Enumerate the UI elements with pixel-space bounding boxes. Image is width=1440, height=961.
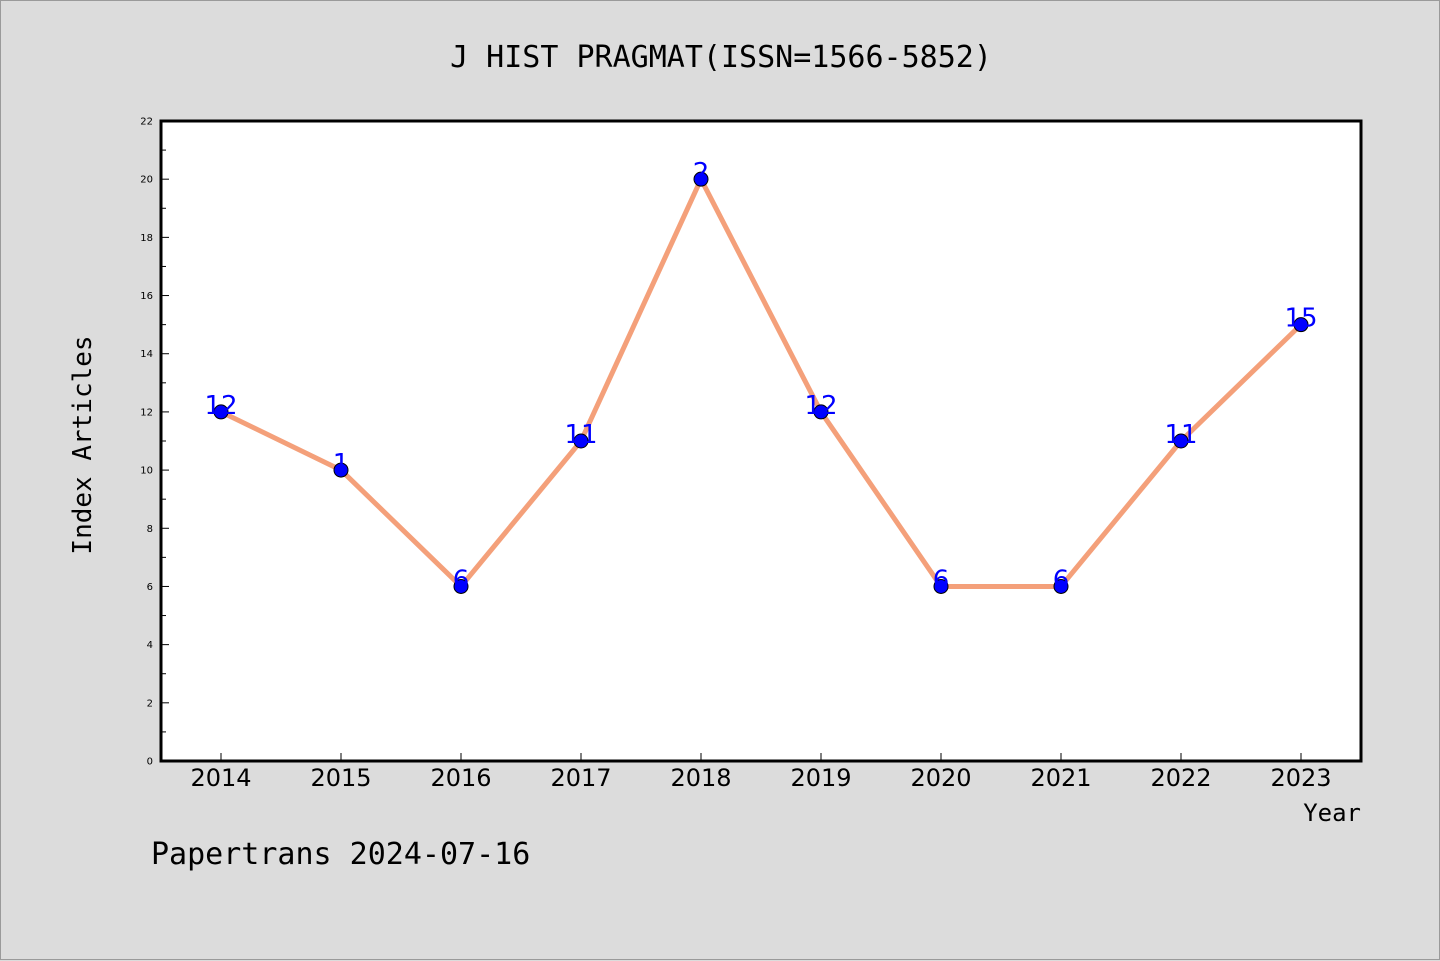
data-point: [1173, 433, 1189, 449]
data-label: 6: [933, 565, 950, 595]
footer-credit: Papertrans 2024-07-16: [151, 837, 530, 872]
x-tick-label: 2022: [1150, 764, 1211, 792]
series-line-group: [218, 176, 1304, 589]
y-tick-label: 6: [147, 582, 153, 593]
data-point: [813, 404, 829, 420]
y-tick-label: 12: [140, 407, 153, 418]
data-label: 12: [804, 391, 837, 421]
data-point: [573, 433, 589, 449]
x-tick-label: 2015: [310, 764, 371, 792]
y-tick-label: 18: [140, 233, 153, 244]
x-tick-label: 2016: [430, 764, 491, 792]
x-tick-label: 2020: [910, 764, 971, 792]
x-tick-label: 2019: [790, 764, 851, 792]
y-tick-label: 4: [147, 640, 153, 651]
data-point: [453, 578, 469, 594]
chart-title: J HIST PRAGMAT(ISSN=1566-5852): [450, 40, 992, 75]
x-tick-label: 2014: [190, 764, 251, 792]
y-axis-label: Index Articles: [68, 335, 98, 554]
y-axis: 0 2 4 6 8 10 12 14 16 18 20 22: [140, 117, 169, 768]
y-tick-label: 0: [147, 757, 153, 768]
data-point: [693, 171, 709, 187]
x-axis: 2014 2015 2016 2017 2018 2019 2020 2021 2022 2023: [190, 753, 1332, 792]
x-tick-label: 2021: [1030, 764, 1091, 792]
x-axis-label: Year: [1303, 799, 1361, 827]
data-label: 2: [693, 158, 710, 188]
data-label: 11: [564, 420, 597, 450]
data-point: [1053, 578, 1069, 594]
data-label: 6: [453, 565, 470, 595]
x-tick-label: 2017: [550, 764, 611, 792]
data-point: [213, 404, 229, 420]
y-tick-label: 14: [140, 349, 153, 360]
y-tick-label: 20: [140, 175, 153, 186]
y-tick-label: 16: [140, 291, 153, 302]
plot-area: [159, 119, 1363, 763]
markers-group: [213, 171, 1309, 594]
y-tick-label: 10: [140, 466, 153, 477]
data-point: [933, 578, 949, 594]
y-tick-label: 8: [147, 524, 153, 535]
x-tick-label: 2018: [670, 764, 731, 792]
y-tick-label: 22: [140, 117, 153, 128]
data-label: 15: [1284, 304, 1317, 334]
data-labels-group: 12 1 6 11 2 12 6 6 11 15: [204, 158, 1317, 595]
data-label: 11: [1164, 420, 1197, 450]
data-label: 6: [1053, 565, 1070, 595]
data-label: 1: [333, 449, 350, 479]
y-tick-label: 2: [147, 698, 153, 709]
data-point: [333, 462, 349, 478]
data-point: [1293, 317, 1309, 333]
data-label: 12: [204, 391, 237, 421]
series-line: [218, 176, 1304, 589]
x-tick-label: 2023: [1270, 764, 1331, 792]
